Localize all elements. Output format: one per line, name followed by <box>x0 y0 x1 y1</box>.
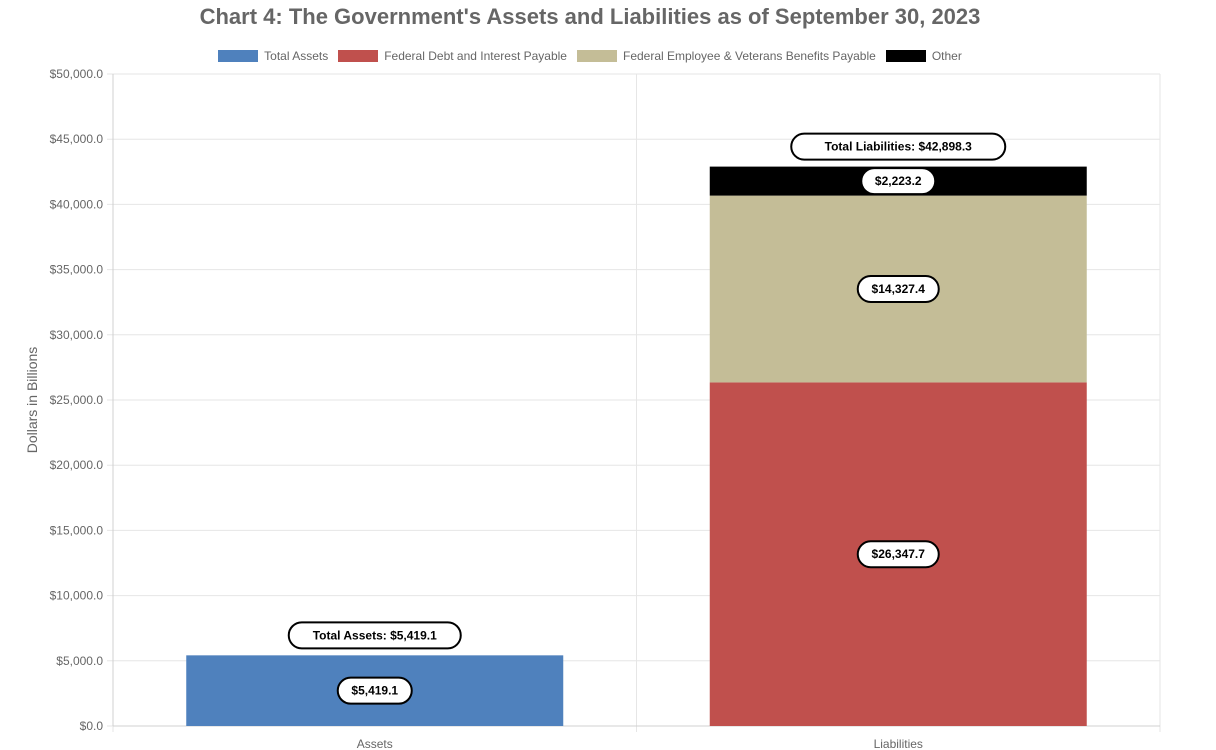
data-label-text: $26,347.7 <box>872 547 926 561</box>
legend-item-total-assets[interactable]: Total Assets <box>218 49 328 63</box>
x-tick-label: Assets <box>357 737 393 750</box>
data-label-text: $2,223.2 <box>875 174 922 188</box>
legend-label-employee-benefits: Federal Employee & Veterans Benefits Pay… <box>622 49 876 63</box>
y-tick-label: $30,000.0 <box>50 328 104 342</box>
data-label-box <box>860 167 937 196</box>
data-label: $2,223.2 <box>860 167 937 196</box>
total-label-box <box>287 621 462 650</box>
x-tick-label: Liabilities <box>874 737 923 750</box>
data-label-text: $14,327.4 <box>872 282 926 296</box>
legend-swatch-other <box>885 50 926 62</box>
y-tick-label: $0.0 <box>80 719 104 733</box>
data-label: $26,347.7 <box>856 540 940 569</box>
legend-label-other: Other <box>931 49 962 63</box>
y-tick-label: $5,000.0 <box>56 654 103 668</box>
total-label: Total Liabilities: $42,898.3 <box>790 132 1007 161</box>
y-tick-label: $25,000.0 <box>50 393 104 407</box>
total-label-text: Total Assets: $5,419.1 <box>313 628 437 642</box>
legend-swatch-employee-benefits <box>576 50 617 62</box>
total-label-text: Total Liabilities: $42,898.3 <box>825 140 972 154</box>
chart-title: Chart 4: The Government's Assets and Lia… <box>199 4 981 29</box>
legend-swatch-total-assets <box>218 50 259 62</box>
legend-swatch-federal-debt <box>338 50 379 62</box>
data-label-box <box>336 676 413 705</box>
data-label-box <box>856 540 940 569</box>
total-label: Total Assets: $5,419.1 <box>287 621 462 650</box>
y-tick-label: $10,000.0 <box>50 589 104 603</box>
y-tick-label: $15,000.0 <box>50 523 104 537</box>
legend-label-federal-debt: Federal Debt and Interest Payable <box>384 49 567 63</box>
legend-item-other[interactable]: Other <box>885 49 962 63</box>
y-tick-label: $20,000.0 <box>50 458 104 472</box>
y-tick-label: $35,000.0 <box>50 263 104 277</box>
legend-item-employee-benefits[interactable]: Federal Employee & Veterans Benefits Pay… <box>576 49 876 63</box>
data-label: $5,419.1 <box>336 676 413 705</box>
legend: Total Assets Federal Debt and Interest P… <box>0 49 1180 63</box>
y-tick-label: $50,000.0 <box>50 67 104 81</box>
y-tick-label: $40,000.0 <box>50 197 104 211</box>
data-label: $14,327.4 <box>856 275 940 304</box>
legend-item-federal-debt[interactable]: Federal Debt and Interest Payable <box>338 49 567 63</box>
y-tick-label: $45,000.0 <box>50 132 104 146</box>
legend-label-total-assets: Total Assets <box>264 49 329 63</box>
total-label-box <box>790 132 1007 161</box>
data-label-text: $5,419.1 <box>351 684 398 698</box>
data-label-box <box>856 275 940 304</box>
